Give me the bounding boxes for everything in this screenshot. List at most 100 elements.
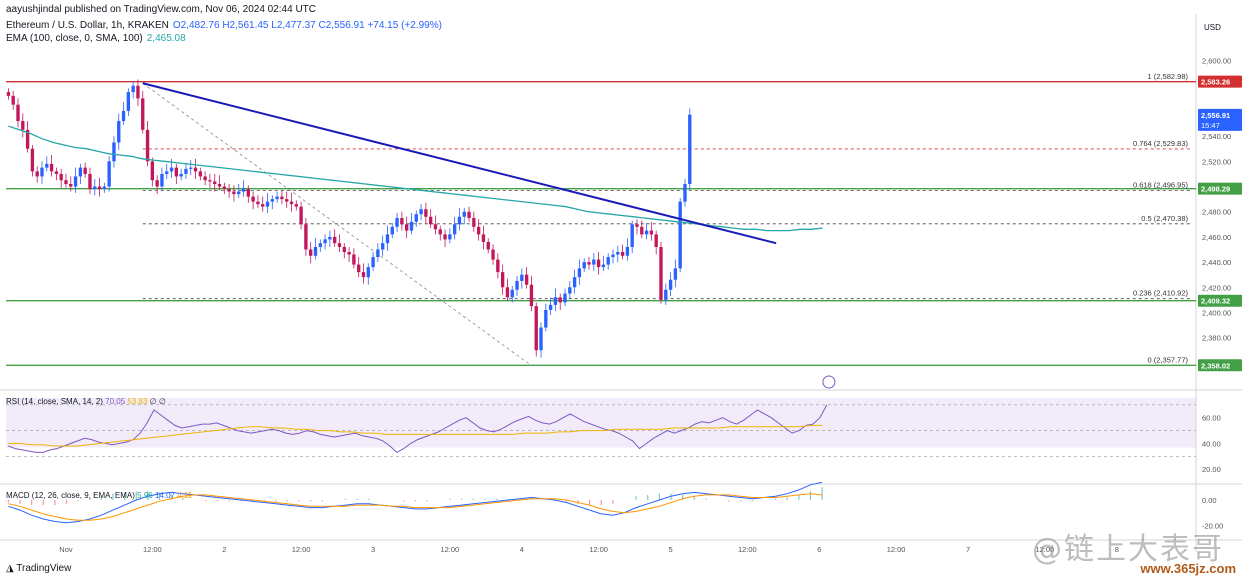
macd-hist-value: 5.96	[137, 491, 155, 500]
candle-body	[486, 241, 490, 250]
tradingview-logo[interactable]: ◮ TradingView	[6, 563, 71, 574]
candle-body	[174, 167, 179, 177]
candle-body	[112, 142, 116, 162]
candle-body	[371, 257, 375, 268]
candle-body	[596, 259, 601, 268]
time-tick-label: 5	[668, 545, 672, 554]
candle-body	[217, 184, 222, 187]
candle-body	[409, 221, 414, 231]
time-tick-label: Nov	[59, 545, 73, 554]
candle-body	[500, 272, 505, 288]
candle-body	[448, 234, 452, 240]
candle-body	[145, 129, 150, 162]
candle-body	[620, 252, 625, 256]
candle-body	[184, 168, 188, 174]
time-tick-label: 6	[817, 545, 821, 554]
candle-body	[400, 218, 404, 225]
candle-body	[472, 218, 476, 227]
candle-body	[141, 98, 145, 130]
candle-body	[587, 262, 591, 265]
rsi-band	[6, 398, 1196, 448]
candle-body	[664, 289, 668, 300]
candle-body	[644, 230, 649, 235]
candle-body	[136, 85, 140, 99]
candle-body	[318, 243, 322, 247]
watermark: @链上大表哥	[1032, 532, 1224, 567]
candle-body	[462, 211, 466, 217]
time-tick-label: 4	[520, 545, 524, 554]
level-tag-support-mid	[1198, 294, 1242, 307]
ohlc-values: O2,482.76 H2,561.45 L2,477.37 C2,556.91 …	[172, 20, 442, 31]
candle-body	[45, 163, 49, 168]
candle-body	[476, 226, 481, 235]
candle-body	[505, 287, 510, 298]
candle-body	[69, 184, 73, 187]
candle-body	[313, 246, 318, 256]
candle-body	[414, 214, 418, 222]
rsi-tick-label: 20.00	[1202, 465, 1221, 474]
candle-body	[285, 199, 289, 202]
candle-body	[668, 279, 673, 290]
candle-body	[83, 167, 87, 174]
time-tick-label: 12:00	[738, 545, 757, 554]
candle-body	[165, 171, 169, 174]
candle-body	[390, 226, 394, 235]
tradingview-icon: ◮	[6, 563, 17, 574]
candle-body	[289, 201, 294, 205]
candle-body	[189, 167, 193, 169]
candle-body	[433, 224, 438, 230]
candle-body	[539, 327, 543, 351]
candle-body	[654, 234, 658, 247]
price-tick-label: 2,600.00	[1202, 57, 1231, 66]
candle-body	[553, 297, 558, 305]
candle-body	[227, 189, 231, 192]
level-tag-label: 2,556.91	[1201, 111, 1230, 120]
candle-body	[376, 249, 380, 258]
candle-body	[203, 176, 207, 181]
candle-body	[328, 236, 332, 240]
candle-body	[30, 148, 35, 172]
candle-body	[54, 171, 59, 174]
macd-legend: MACD (12, 26, close, 9, EMA, EMA) 5.96 1…	[6, 491, 193, 500]
time-tick-label: 12:00	[440, 545, 459, 554]
macd-signal-value: 4.11	[177, 491, 193, 500]
rsi-line	[8, 404, 828, 454]
candle-body	[246, 189, 250, 197]
candle-body	[438, 229, 442, 235]
candle-body	[261, 204, 265, 207]
candle-body	[467, 211, 471, 218]
candle-body	[419, 209, 423, 215]
trendline	[142, 82, 777, 245]
candle-body	[428, 216, 433, 225]
candle-body	[352, 254, 356, 265]
rsi-value: 70.05	[105, 397, 127, 406]
candle-body	[385, 234, 390, 244]
published-line: aayushjindal published on TradingView.co…	[6, 4, 320, 15]
rsi-tick-label: 40.00	[1202, 439, 1221, 448]
symbol-name[interactable]: Ethereum / U.S. Dollar, 1h, KRAKEN	[6, 20, 169, 31]
candle-body	[208, 180, 212, 182]
price-tick-label: 2,420.00	[1202, 283, 1231, 292]
rsi-tick-label: 60.00	[1202, 414, 1221, 423]
candle-body	[213, 181, 217, 184]
candle-body	[97, 186, 102, 190]
candle-body	[280, 196, 284, 200]
candle-body	[155, 180, 159, 187]
price-tick-label: 2,520.00	[1202, 157, 1231, 166]
symbol-line: Ethereum / U.S. Dollar, 1h, KRAKEN O2,482…	[6, 20, 446, 31]
currency-label: USD	[1204, 23, 1221, 32]
tradingview-brand: TradingView	[16, 563, 72, 574]
candle-body	[251, 196, 255, 202]
macd-line	[8, 481, 823, 524]
time-tick-label: 12:00	[887, 545, 906, 554]
candle-body	[534, 306, 538, 351]
price-tick-label: 2,380.00	[1202, 334, 1231, 343]
macd-tick-label: 0.00	[1202, 496, 1217, 505]
ema-legend[interactable]: EMA (100, close, 0, SMA, 100) 2,465.08	[6, 33, 190, 44]
time-tick-label: 12:00	[143, 545, 162, 554]
candle-body	[333, 236, 337, 244]
fib-label: 0.236 (2,410.92)	[1133, 289, 1189, 298]
candle-body	[73, 176, 78, 187]
time-tick-label: 12:00	[292, 545, 311, 554]
